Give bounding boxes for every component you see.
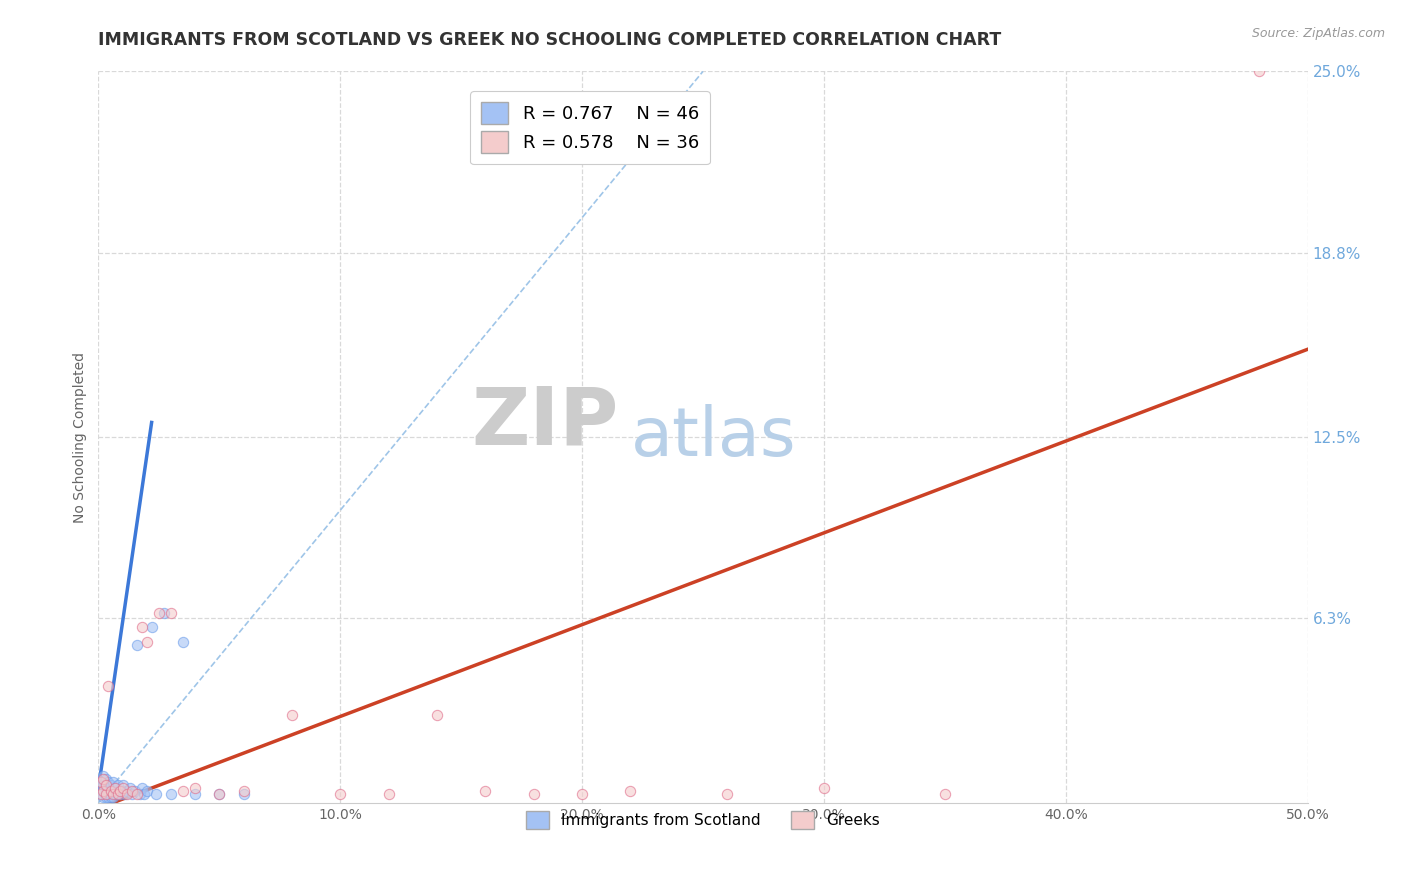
Point [107,778,129,792]
Point [101,784,124,798]
Point [91,784,114,798]
Point [172,635,194,649]
Point [127,787,149,801]
Point [117,787,139,801]
Point [121,787,143,801]
Point [127,638,149,652]
Point [208,787,231,801]
Point [134,787,156,801]
Point [94,772,117,787]
Point [97,781,120,796]
Point [111,784,134,798]
Point [172,784,194,798]
Point [131,781,153,796]
Point [97,789,120,804]
Point [101,787,124,801]
Point [94,778,117,792]
Point [160,606,183,620]
Point [90,787,112,801]
Point [1249,64,1271,78]
Point [128,787,150,801]
Point [281,708,304,723]
Point [124,784,146,798]
Point [111,781,134,796]
Point [145,787,167,801]
Point [118,781,141,796]
Point [97,787,120,801]
Point [100,784,122,798]
Point [97,679,120,693]
Point [131,620,153,634]
Text: ZIP: ZIP [471,384,619,461]
Point [141,620,163,634]
Point [94,789,117,804]
Point [117,784,139,798]
Point [716,787,738,801]
Point [474,784,496,798]
Legend: Immigrants from Scotland, Greeks: Immigrants from Scotland, Greeks [520,805,886,836]
Point [152,606,174,620]
Point [91,778,114,792]
Point [100,789,122,804]
Point [108,784,131,798]
Point [91,772,114,787]
Point [104,787,127,801]
Point [100,784,122,798]
Text: atlas: atlas [630,404,796,470]
Point [813,781,835,796]
Point [108,787,131,801]
Point [232,784,254,798]
Point [91,789,114,804]
Point [90,775,112,789]
Point [184,781,207,796]
Point [571,787,593,801]
Point [135,635,157,649]
Point [329,787,352,801]
Point [148,606,170,620]
Point [90,775,112,789]
Point [101,775,124,789]
Point [135,784,157,798]
Point [619,784,641,798]
Point [94,787,117,801]
Point [232,787,254,801]
Point [426,708,449,723]
Point [104,781,127,796]
Point [121,784,143,798]
Point [100,778,122,792]
Text: IMMIGRANTS FROM SCOTLAND VS GREEK NO SCHOOLING COMPLETED CORRELATION CHART: IMMIGRANTS FROM SCOTLAND VS GREEK NO SCH… [98,31,1001,49]
Point [101,789,124,804]
Point [160,787,183,801]
Point [91,769,114,783]
Point [97,775,120,789]
Point [94,778,117,792]
Point [91,784,114,798]
Point [104,781,127,796]
Point [184,787,207,801]
Point [94,784,117,798]
Point [107,787,129,801]
Y-axis label: No Schooling Completed: No Schooling Completed [73,351,87,523]
Point [107,787,129,801]
Point [114,787,136,801]
Point [523,787,546,801]
Point [377,787,399,801]
Text: Source: ZipAtlas.com: Source: ZipAtlas.com [1251,27,1385,40]
Point [208,787,231,801]
Point [90,781,112,796]
Point [90,787,112,801]
Point [111,778,134,792]
Point [934,787,956,801]
